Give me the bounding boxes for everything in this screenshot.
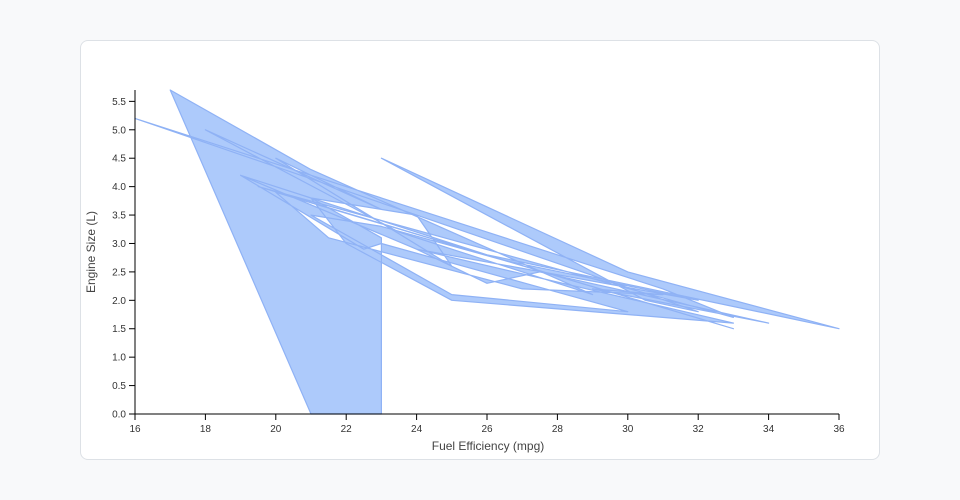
y-tick-label: 1.0 — [112, 353, 126, 364]
x-tick-label: 30 — [622, 424, 634, 435]
x-tick-label: 16 — [129, 424, 141, 435]
y-tick-label: 0.0 — [112, 410, 126, 421]
x-tick-label: 18 — [200, 424, 212, 435]
x-tick-label: 26 — [481, 424, 493, 435]
y-axis-title: Engine Size (L) — [84, 211, 98, 293]
x-tick-label: 36 — [833, 424, 845, 435]
y-axis: 0.0 0.5 1.0 1.5 2.0 2.5 3.0 3.5 4.0 4.5 5.0 5.5 — [112, 90, 136, 421]
x-tick-label: 28 — [552, 424, 564, 435]
y-tick-label: 2.0 — [112, 296, 126, 307]
y-tick-label: 3.0 — [112, 239, 126, 250]
x-tick-label: 32 — [693, 424, 705, 435]
y-tick-label: 5.0 — [112, 125, 126, 136]
x-axis: 16 18 20 22 24 26 28 30 32 34 36 — [129, 413, 845, 435]
y-tick-label: 3.5 — [112, 211, 126, 222]
plot-area — [134, 89, 840, 415]
chart-card — [80, 40, 880, 460]
x-axis-title: Fuel Efficiency (mpg) — [432, 439, 544, 453]
x-tick-label: 24 — [411, 424, 423, 435]
y-tick-label: 4.5 — [112, 154, 126, 165]
y-tick-label: 1.5 — [112, 324, 126, 335]
x-tick-label: 20 — [270, 424, 282, 435]
x-tick-label: 22 — [341, 424, 353, 435]
x-tick-label: 34 — [763, 424, 775, 435]
y-tick-label: 2.5 — [112, 267, 126, 278]
area-series-0 — [134, 89, 840, 415]
y-tick-label: 0.5 — [112, 381, 126, 392]
y-tick-label: 4.0 — [112, 182, 126, 193]
y-tick-label: 5.5 — [112, 97, 126, 108]
